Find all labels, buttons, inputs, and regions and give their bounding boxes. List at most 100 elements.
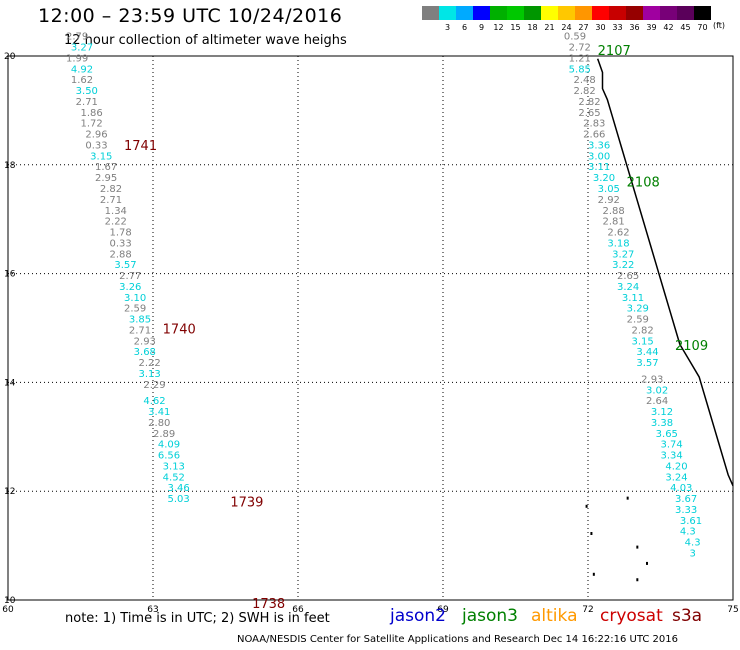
- island: [592, 572, 595, 576]
- swh-value-label: 2.80: [148, 418, 170, 429]
- swh-value-label: 1.78: [110, 228, 132, 239]
- swh-value-label: 2.64: [646, 396, 668, 407]
- swh-value-label: 2.71: [129, 325, 151, 336]
- swh-value-label: 3.57: [636, 358, 658, 369]
- swh-value-label: 3.05: [598, 184, 620, 195]
- lat-tick-label: 14: [4, 378, 16, 388]
- lon-tick-label: 63: [147, 605, 158, 615]
- lon-tick-label: 69: [437, 605, 449, 615]
- swh-value-label: 2.62: [607, 228, 629, 239]
- satellite-jason3: jason3: [462, 606, 518, 626]
- scale-label: 24: [561, 23, 572, 32]
- swh-value-label: 2.72: [569, 43, 591, 54]
- page-title: 12:00 – 23:59 UTC 10/24/2016: [38, 5, 343, 27]
- island: [585, 504, 588, 508]
- scale-label: 15: [510, 23, 521, 32]
- swh-value-label: 4.3: [680, 527, 696, 538]
- swh-value-label: 2.89: [153, 429, 175, 440]
- swh-value-label: 3.10: [124, 293, 146, 304]
- swh-value-label: 1.62: [71, 75, 93, 86]
- scale-label: 70: [697, 23, 708, 32]
- scale-swatch: [660, 6, 677, 20]
- swh-value-label: 2.92: [598, 195, 620, 206]
- track-time-label: 2108: [627, 176, 660, 191]
- scale-swatch: [694, 6, 711, 20]
- scale-swatch: [609, 6, 626, 20]
- scale-label: 33: [612, 23, 623, 32]
- lon-tick-label: 72: [582, 605, 593, 615]
- page-subtitle: 12 hour collection of altimeter wave hei…: [64, 33, 347, 48]
- swh-value-label: 3.11: [622, 293, 644, 304]
- swh-value-label: 2.22: [105, 217, 127, 228]
- scale-labels: 3 6 9 12 15 18 21 24 27 30 33 36 39 42 45 70: [422, 20, 711, 32]
- swh-value-label: 3.26: [119, 282, 141, 293]
- swh-value-label: 1.86: [81, 108, 103, 119]
- scale-label: 6: [461, 23, 468, 32]
- swh-value-label: 2.93: [134, 336, 156, 347]
- swh-value-label: 2.82: [100, 184, 122, 195]
- swh-value-label: 0.33: [85, 140, 107, 151]
- swh-value-label: 3.85: [129, 315, 151, 326]
- swh-value-label: 3.13: [139, 369, 161, 380]
- lat-tick-label: 10: [4, 596, 16, 606]
- footer-credit: NOAA/NESDIS Center for Satellite Applica…: [237, 634, 679, 645]
- swh-value-label: 3.24: [665, 472, 687, 483]
- swh-value-label: 4.03: [670, 483, 692, 494]
- scale-swatch: [456, 6, 473, 20]
- scale-label: 30: [595, 23, 606, 32]
- wave-height-color-scale: 3 6 9 12 15 18 21 24 27 30 33 36 39 42 45 70: [422, 6, 711, 32]
- swh-value-label: 2.29: [143, 380, 165, 391]
- swh-value-label: 2.82: [578, 97, 600, 108]
- island: [636, 545, 639, 549]
- swh-value-label: 3: [690, 548, 696, 559]
- swh-value-label: 2.88: [110, 249, 132, 260]
- swh-value-label: 2.88: [603, 206, 625, 217]
- scale-swatch: [422, 6, 439, 20]
- swh-value-label: 2.79: [66, 32, 88, 43]
- swh-value-label: 3.61: [680, 516, 702, 527]
- track-time-label: 1738: [252, 597, 285, 612]
- swh-value-label: 3.41: [148, 407, 170, 418]
- swh-value-label: 3.02: [646, 385, 668, 396]
- swh-value-label: 1.34: [105, 206, 127, 217]
- swh-value-label: 2.22: [139, 358, 161, 369]
- satellite-cryosat: cryosat: [600, 606, 663, 626]
- scale-label: 21: [544, 23, 555, 32]
- track-time-label: 1741: [124, 139, 157, 154]
- swh-value-label: 3.44: [636, 347, 658, 358]
- swh-value-label: 3.27: [612, 249, 634, 260]
- swh-value-label: 4.3: [685, 538, 701, 549]
- scale-swatch: [524, 6, 541, 20]
- swh-value-label: 3.68: [134, 347, 156, 358]
- swh-value-label: 3.38: [651, 418, 673, 429]
- scale-swatches: [422, 6, 711, 20]
- swh-value-label: 2.65: [617, 271, 639, 282]
- swh-value-label: 3.24: [617, 282, 639, 293]
- swh-value-label: 4.52: [163, 472, 185, 483]
- scale-swatch: [507, 6, 524, 20]
- scale-label: 39: [646, 23, 657, 32]
- coastline: [596, 58, 734, 487]
- swh-value-label: 3.27: [71, 43, 93, 54]
- swh-value-label: 3.15: [632, 336, 654, 347]
- scale-swatch: [558, 6, 575, 20]
- swh-value-label: 2.77: [119, 271, 141, 282]
- swh-value-label: 3.57: [114, 260, 136, 271]
- scale-swatch: [439, 6, 456, 20]
- swh-value-label: 1.21: [569, 53, 591, 64]
- swh-value-label: 2.59: [627, 315, 649, 326]
- scale-swatch: [541, 6, 558, 20]
- swh-value-label: 3.20: [593, 173, 615, 184]
- swh-value-label: 3.18: [607, 238, 629, 249]
- scale-label: 36: [629, 23, 640, 32]
- scale-swatch: [473, 6, 490, 20]
- island: [646, 561, 648, 565]
- scale-swatch: [643, 6, 660, 20]
- map-frame: [7, 55, 734, 601]
- swh-value-label: 3.34: [661, 451, 683, 462]
- swh-value-label: 4.20: [665, 461, 687, 472]
- swh-value-label: 3.50: [76, 86, 98, 97]
- swh-value-label: 3.46: [168, 483, 190, 494]
- scale-label: 42: [663, 23, 674, 32]
